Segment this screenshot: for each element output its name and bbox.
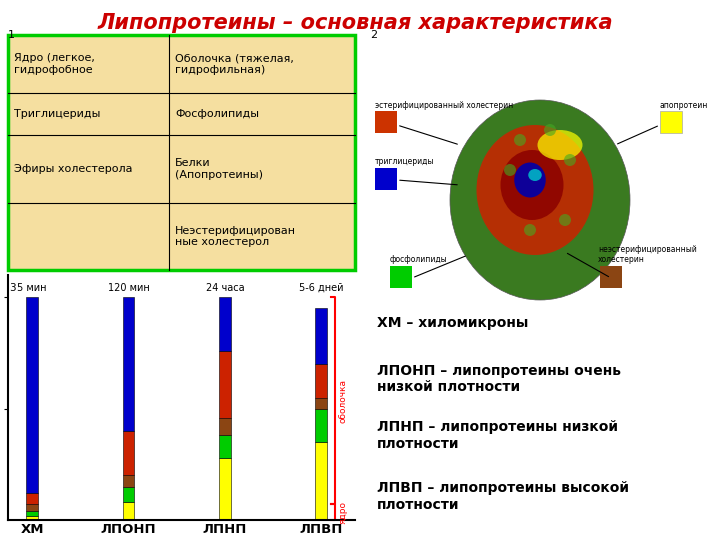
Bar: [27, 511, 38, 516]
Text: Фосфолипиды: Фосфолипиды: [176, 109, 259, 119]
Bar: [315, 442, 327, 520]
Bar: [122, 487, 134, 502]
Bar: [660, 111, 682, 133]
Bar: [122, 298, 134, 431]
Ellipse shape: [514, 134, 526, 146]
Ellipse shape: [544, 124, 556, 136]
Ellipse shape: [538, 130, 582, 160]
Text: Ядро (легкое,
гидрофобное: Ядро (легкое, гидрофобное: [14, 53, 95, 75]
Text: триглицериды: триглицериды: [375, 157, 434, 166]
Text: Липопротеины – основная характеристика: Липопротеины – основная характеристика: [97, 13, 613, 33]
Bar: [27, 516, 38, 520]
Ellipse shape: [477, 125, 593, 255]
Bar: [122, 502, 134, 520]
Text: Белки
(Апопротеины): Белки (Апопротеины): [176, 158, 264, 180]
Text: 1: 1: [8, 30, 15, 40]
Bar: [219, 435, 230, 457]
Bar: [219, 457, 230, 520]
Bar: [315, 409, 327, 442]
Ellipse shape: [500, 150, 564, 220]
Ellipse shape: [528, 169, 541, 181]
Text: ядро: ядро: [338, 501, 348, 524]
Bar: [219, 417, 230, 435]
Bar: [27, 298, 38, 493]
Bar: [390, 266, 412, 288]
Bar: [27, 504, 38, 511]
Bar: [315, 364, 327, 397]
Text: Оболочка (тяжелая,
гидрофильная): Оболочка (тяжелая, гидрофильная): [176, 53, 294, 75]
Ellipse shape: [564, 154, 576, 166]
Text: ЛПНП – липопротеины низкой
плотности: ЛПНП – липопротеины низкой плотности: [377, 420, 618, 450]
Bar: [315, 308, 327, 364]
Text: Неэстерифицирован
ные холестерол: Неэстерифицирован ные холестерол: [176, 226, 297, 247]
Text: ЛПОНП – липопротеины очень
низкой плотности: ЛПОНП – липопротеины очень низкой плотно…: [377, 364, 621, 394]
Text: апопротеин: апопротеин: [660, 101, 708, 110]
Text: 5 мин: 5 мин: [17, 283, 47, 293]
Text: 3: 3: [9, 283, 16, 293]
Text: 120 мин: 120 мин: [107, 283, 149, 293]
Ellipse shape: [504, 164, 516, 176]
Text: оболочка: оболочка: [338, 379, 348, 423]
Text: эстерифицированный холестерин: эстерифицированный холестерин: [375, 101, 513, 110]
Text: неэстерифицированный
холестерин: неэстерифицированный холестерин: [598, 245, 697, 264]
Bar: [8, 35, 355, 270]
Text: ЛПВП – липопротеины высокой
плотности: ЛПВП – липопротеины высокой плотности: [377, 481, 629, 511]
Ellipse shape: [524, 224, 536, 236]
Text: Триглицериды: Триглицериды: [14, 109, 100, 119]
Bar: [375, 168, 397, 190]
Text: ХМ – хиломикроны: ХМ – хиломикроны: [377, 315, 528, 329]
Text: 5-6 дней: 5-6 дней: [299, 283, 343, 293]
Text: 2: 2: [370, 30, 377, 40]
Bar: [122, 475, 134, 487]
Bar: [219, 350, 230, 417]
Bar: [122, 431, 134, 475]
Bar: [600, 266, 622, 288]
Bar: [315, 397, 327, 409]
Ellipse shape: [559, 214, 571, 226]
Text: Эфиры холестерола: Эфиры холестерола: [14, 164, 132, 174]
Bar: [375, 111, 397, 133]
Text: 24 часа: 24 часа: [206, 283, 244, 293]
Ellipse shape: [450, 100, 630, 300]
Text: фосфолипиды: фосфолипиды: [390, 255, 448, 264]
Bar: [27, 493, 38, 504]
Bar: [219, 298, 230, 350]
Ellipse shape: [514, 163, 546, 198]
